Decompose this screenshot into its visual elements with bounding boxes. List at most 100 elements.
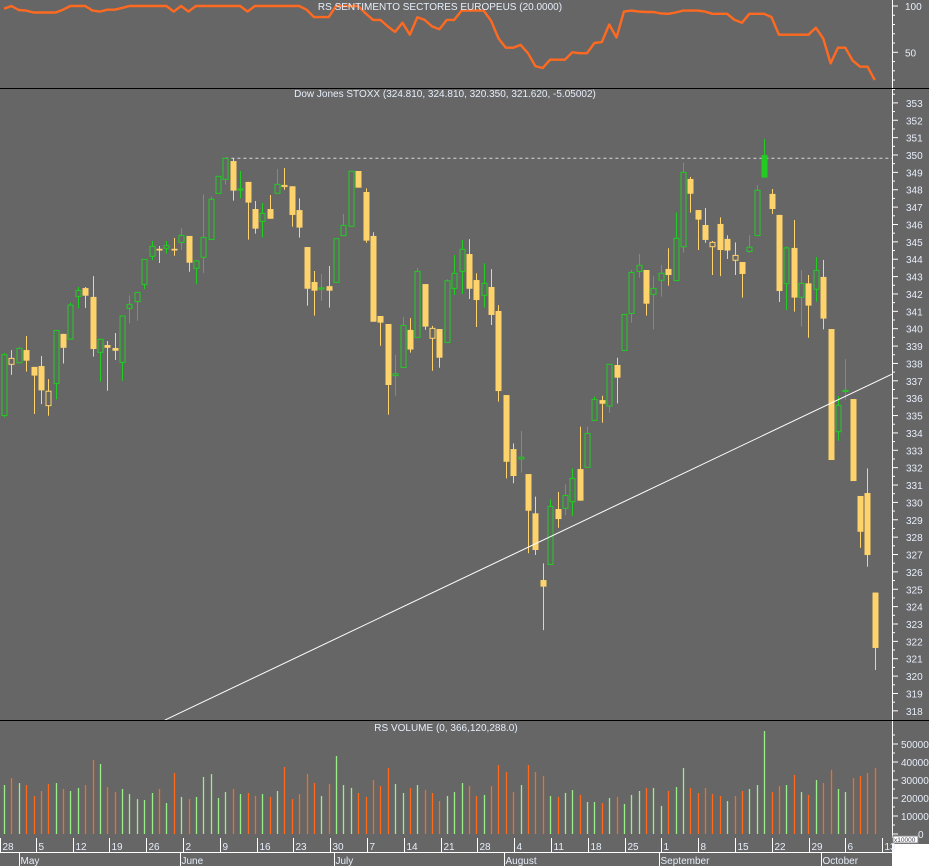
y-tick-label: 349 [906, 168, 923, 179]
candle-body [245, 181, 252, 203]
candle-body [348, 170, 355, 227]
candle-body [451, 272, 458, 289]
candle [163, 240, 170, 254]
candle [104, 341, 111, 391]
candle-body [769, 193, 776, 210]
candle [16, 347, 23, 364]
candle-body [75, 289, 82, 297]
candle [429, 325, 436, 371]
candle [193, 260, 200, 285]
candle [695, 210, 702, 251]
candle-body [178, 234, 185, 243]
y-tick-label: 321 [906, 655, 923, 666]
candle-body [591, 398, 598, 421]
x-tick-label: 28 [480, 842, 492, 853]
candle-body [628, 271, 635, 314]
y-tick-label: 325 [906, 585, 923, 596]
x-tick-label: 23 [296, 842, 308, 853]
candle-body [429, 327, 436, 339]
candle [230, 158, 237, 201]
candle [414, 267, 421, 338]
candle [126, 295, 133, 324]
candle-body [355, 170, 362, 188]
candle [525, 474, 532, 554]
candle-body [466, 254, 473, 289]
x-tick-label: 6 [848, 842, 854, 853]
y-tick-label: 330 [906, 498, 923, 509]
candle-body [126, 303, 133, 309]
candle [156, 246, 163, 264]
candle [503, 395, 510, 479]
candle [208, 196, 215, 240]
y-tick-label: 348 [906, 186, 923, 197]
candle [488, 269, 495, 326]
candle [97, 338, 104, 382]
sentiment-title: RS SENTIMENTO SECTORES EUROPEUS (20.0000… [318, 2, 562, 13]
volume-title: RS VOLUME (0, 366,120,288.0) [374, 723, 517, 734]
month-label: July [336, 856, 354, 866]
candle [621, 313, 628, 351]
candle [591, 396, 598, 421]
candle [237, 170, 244, 199]
y-tick-label: 320 [906, 672, 923, 683]
candle [761, 139, 768, 178]
candle [835, 395, 842, 441]
candle-body [621, 313, 628, 351]
candle [274, 168, 281, 194]
candle-body [215, 175, 222, 194]
candle-body [311, 281, 318, 291]
volume-panel [3, 731, 877, 834]
candle [8, 350, 15, 375]
candle-body [90, 296, 97, 350]
candle-body [436, 329, 443, 358]
candle-body [16, 347, 23, 364]
candle [348, 170, 355, 227]
candle [436, 329, 443, 368]
candle-body [53, 329, 60, 384]
x-tick-label: 25 [628, 842, 640, 853]
candle-body [8, 357, 15, 365]
candle [326, 265, 333, 308]
y-tick-label: 335 [906, 412, 923, 423]
y-tick-label: 327 [906, 551, 923, 562]
candle [363, 188, 370, 243]
candle [724, 235, 731, 260]
candle [606, 363, 613, 413]
candle-body [31, 366, 38, 376]
candle [850, 399, 857, 482]
candle-body [82, 288, 89, 296]
candle [791, 219, 798, 312]
candle [842, 359, 849, 400]
candle [746, 235, 753, 253]
candle [340, 214, 347, 237]
sentiment-line [3, 4, 876, 81]
month-label: August [506, 856, 537, 866]
candle-body [400, 324, 407, 368]
candle-body [459, 248, 466, 272]
candle [222, 157, 229, 185]
candle-body [835, 404, 842, 433]
y-tick-label: 337 [906, 377, 923, 388]
candle [289, 186, 296, 227]
candle-body [525, 474, 532, 511]
candle [31, 366, 38, 414]
candle-body [318, 287, 325, 290]
candle-body [813, 269, 820, 290]
candle-body [208, 198, 215, 240]
y-tick-label: 339 [906, 342, 923, 353]
y-tick-label: 332 [906, 464, 923, 475]
candle-body [326, 286, 333, 291]
x-tick-label: 16 [260, 842, 272, 853]
candle [112, 333, 119, 360]
candle [119, 315, 126, 381]
candle-body [259, 212, 266, 222]
candle-body [673, 237, 680, 282]
y-tick-label: 324 [906, 603, 923, 614]
candle [311, 271, 318, 316]
candle-body [702, 225, 709, 240]
y-tick-label: 328 [906, 533, 923, 544]
candle-body [577, 469, 584, 501]
candle-body [518, 456, 525, 460]
